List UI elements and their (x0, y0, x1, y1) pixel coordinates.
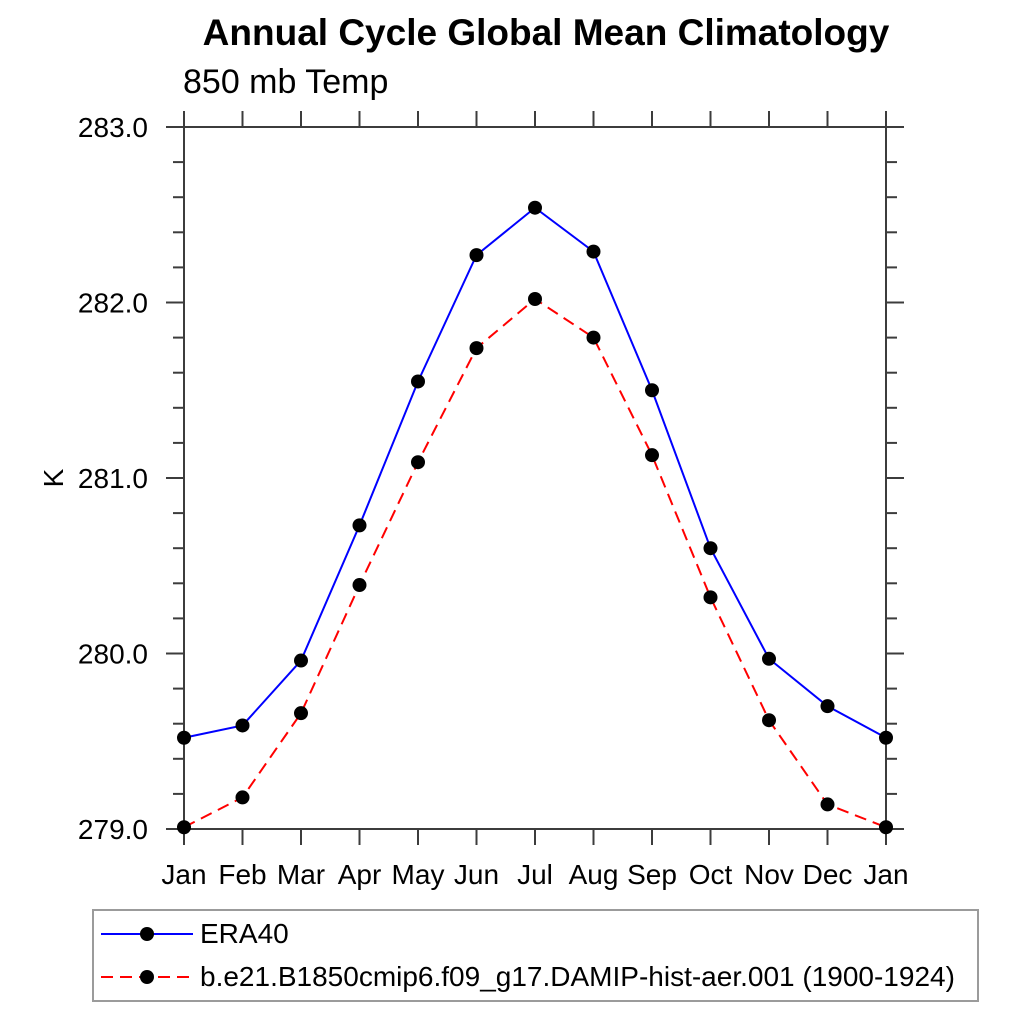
y-axis-ticks (166, 126, 904, 830)
y-axis-labels: 279.0 280.0 281.0 282.0 283.0 (78, 112, 148, 845)
svg-text:May: May (392, 859, 445, 890)
chart-title: Annual Cycle Global Mean Climatology (202, 12, 890, 53)
svg-text:281.0: 281.0 (78, 463, 148, 494)
axis-frame (183, 126, 887, 830)
svg-text:Sep: Sep (627, 859, 677, 890)
svg-text:280.0: 280.0 (78, 638, 148, 669)
legend-item-era40: ERA40 (99, 914, 977, 954)
series-0 (177, 200, 893, 745)
svg-text:Mar: Mar (277, 859, 325, 890)
svg-text:Jul: Jul (517, 859, 553, 890)
svg-text:Apr: Apr (338, 859, 382, 890)
legend-item-model: b.e21.B1850cmip6.f09_g17.DAMIP-hist-aer.… (99, 957, 977, 997)
svg-text:283.0: 283.0 (78, 112, 148, 143)
svg-text:Nov: Nov (744, 859, 794, 890)
legend-dashed-line-sample (101, 970, 193, 984)
svg-text:Jun: Jun (454, 859, 499, 890)
legend-box: ERA40 b.e21.B1850cmip6.f09_g17.DAMIP-his… (92, 909, 979, 1002)
x-axis-ticks (183, 111, 887, 845)
svg-text:279.0: 279.0 (78, 814, 148, 845)
svg-text:Jan: Jan (863, 859, 908, 890)
svg-text:Aug: Aug (569, 859, 619, 890)
series-1 (177, 291, 893, 835)
legend-label-model: b.e21.B1850cmip6.f09_g17.DAMIP-hist-aer.… (200, 961, 955, 992)
svg-text:Dec: Dec (803, 859, 853, 890)
svg-text:Jan: Jan (161, 859, 206, 890)
svg-text:Feb: Feb (218, 859, 266, 890)
x-axis-labels: Jan Feb Mar Apr May Jun Jul Aug Sep Oct Nov Dec Jan (161, 859, 908, 890)
legend-solid-line-sample (101, 927, 193, 941)
svg-text:282.0: 282.0 (78, 287, 148, 318)
y-axis-title: K (38, 468, 69, 487)
legend-label-era40: ERA40 (200, 918, 289, 949)
chart-subtitle: 850 mb Temp (183, 63, 389, 101)
svg-text:Oct: Oct (689, 859, 733, 890)
